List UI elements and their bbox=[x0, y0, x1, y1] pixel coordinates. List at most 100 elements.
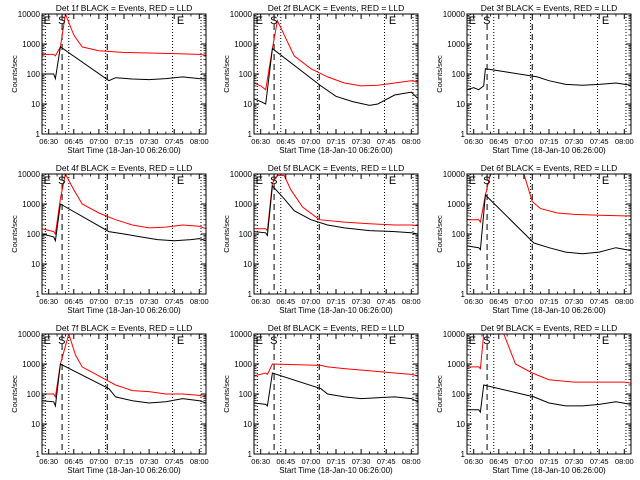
y-tick-label: 1000 bbox=[22, 40, 40, 49]
panel-title: Det 1f BLACK = Events, RED = LLD bbox=[56, 3, 193, 13]
events-series-line bbox=[42, 203, 206, 243]
y-tick-label: 1000 bbox=[234, 360, 252, 369]
events-series-line bbox=[467, 384, 631, 414]
marker-label-e2: E bbox=[602, 15, 609, 27]
marker-label-e2: E bbox=[389, 175, 396, 187]
y-tick-label: 100 bbox=[452, 70, 466, 79]
y-tick-label: 1 bbox=[36, 130, 41, 139]
x-tick-label: 08:00 bbox=[190, 297, 209, 306]
x-tick-label: 07:00 bbox=[515, 297, 534, 306]
x-axis-label: Start Time (18-Jan-10 06:26:00) bbox=[67, 146, 181, 155]
lld-series-line bbox=[42, 174, 206, 236]
x-tick-label: 06:30 bbox=[39, 457, 58, 466]
x-tick-label: 08:00 bbox=[615, 137, 634, 146]
events-series-line bbox=[467, 68, 631, 91]
y-axis-label: Counts/sec bbox=[222, 215, 231, 253]
y-tick-label: 1000 bbox=[22, 360, 40, 369]
x-tick-label: 06:30 bbox=[251, 137, 270, 146]
y-tick-label: 1000 bbox=[447, 360, 465, 369]
plot-frame bbox=[466, 173, 632, 295]
x-tick-label: 06:30 bbox=[251, 297, 270, 306]
y-tick-label: 10000 bbox=[443, 170, 466, 179]
events-series-line bbox=[467, 193, 631, 255]
x-tick-label: 06:30 bbox=[39, 297, 58, 306]
x-tick-label: 06:45 bbox=[489, 457, 508, 466]
panel-title: Det 9f BLACK = Events, RED = LLD bbox=[481, 323, 618, 333]
x-tick-label: 07:15 bbox=[327, 457, 346, 466]
y-tick-label: 1 bbox=[248, 290, 253, 299]
events-series-line bbox=[254, 184, 418, 237]
panel-title: Det 5f BLACK = Events, RED = LLD bbox=[268, 163, 405, 173]
plot-frame bbox=[41, 13, 207, 135]
x-tick-label: 07:30 bbox=[565, 297, 584, 306]
marker-label-s: S bbox=[270, 335, 277, 347]
y-tick-label: 1000 bbox=[234, 40, 252, 49]
x-tick-label: 07:15 bbox=[115, 457, 134, 466]
y-axis-label: Counts/sec bbox=[435, 215, 444, 253]
x-tick-label: 08:00 bbox=[402, 137, 421, 146]
marker-label-s: S bbox=[58, 15, 65, 27]
x-tick-label: 07:00 bbox=[90, 297, 109, 306]
x-tick-label: 07:45 bbox=[590, 297, 609, 306]
marker-label-s: S bbox=[483, 175, 490, 187]
x-tick-label: 07:45 bbox=[377, 137, 396, 146]
y-tick-label: 1 bbox=[461, 450, 466, 459]
events-series-line bbox=[42, 363, 206, 408]
y-tick-label: 100 bbox=[239, 390, 253, 399]
y-tick-label: 100 bbox=[27, 70, 41, 79]
marker-label-s: S bbox=[483, 335, 490, 347]
events-series-line bbox=[254, 47, 418, 106]
x-tick-label: 07:00 bbox=[515, 137, 534, 146]
marker-label-e1: E bbox=[44, 175, 51, 187]
marker-label-e1: E bbox=[256, 335, 263, 347]
x-tick-label: 07:15 bbox=[540, 457, 559, 466]
x-tick-label: 06:45 bbox=[276, 457, 295, 466]
x-tick-label: 07:00 bbox=[515, 457, 534, 466]
y-axis-label: Counts/sec bbox=[10, 55, 19, 93]
x-tick-label: 07:45 bbox=[377, 297, 396, 306]
lld-series-line bbox=[254, 19, 418, 91]
x-axis-label: Start Time (18-Jan-10 06:26:00) bbox=[67, 306, 181, 315]
y-tick-label: 10000 bbox=[230, 330, 253, 339]
x-tick-label: 06:45 bbox=[276, 137, 295, 146]
y-tick-label: 10 bbox=[243, 100, 252, 109]
x-tick-label: 06:45 bbox=[489, 297, 508, 306]
marker-label-e1: E bbox=[256, 175, 263, 187]
marker-label-e2: E bbox=[389, 335, 396, 347]
y-tick-label: 1 bbox=[248, 130, 253, 139]
y-tick-label: 1 bbox=[248, 450, 253, 459]
y-tick-label: 100 bbox=[27, 390, 41, 399]
y-axis-label: Counts/sec bbox=[10, 375, 19, 413]
panel-title: Det 6f BLACK = Events, RED = LLD bbox=[481, 163, 618, 173]
y-tick-label: 10000 bbox=[443, 10, 466, 19]
panel-title: Det 7f BLACK = Events, RED = LLD bbox=[56, 323, 193, 333]
x-tick-label: 07:30 bbox=[565, 137, 584, 146]
y-tick-label: 10000 bbox=[18, 170, 41, 179]
marker-label-e2: E bbox=[177, 15, 184, 27]
y-tick-label: 10 bbox=[31, 260, 40, 269]
x-axis-label: Start Time (18-Jan-10 06:26:00) bbox=[279, 306, 393, 315]
marker-label-e2: E bbox=[389, 15, 396, 27]
x-tick-label: 08:00 bbox=[402, 297, 421, 306]
x-tick-label: 07:45 bbox=[165, 457, 184, 466]
y-axis-label: Counts/sec bbox=[222, 55, 231, 93]
plot-frame bbox=[466, 13, 632, 135]
marker-label-e1: E bbox=[256, 15, 263, 27]
x-tick-label: 06:30 bbox=[39, 137, 58, 146]
x-tick-label: 06:45 bbox=[489, 137, 508, 146]
x-axis-label: Start Time (18-Jan-10 06:26:00) bbox=[67, 466, 181, 475]
y-tick-label: 1 bbox=[36, 290, 41, 299]
x-tick-label: 07:30 bbox=[140, 297, 159, 306]
x-axis-label: Start Time (18-Jan-10 06:26:00) bbox=[492, 306, 606, 315]
x-tick-label: 06:30 bbox=[464, 297, 483, 306]
y-tick-label: 100 bbox=[452, 230, 466, 239]
events-series-line bbox=[254, 372, 418, 407]
y-tick-label: 1 bbox=[461, 130, 466, 139]
x-tick-label: 07:30 bbox=[352, 457, 371, 466]
y-tick-label: 10 bbox=[31, 420, 40, 429]
